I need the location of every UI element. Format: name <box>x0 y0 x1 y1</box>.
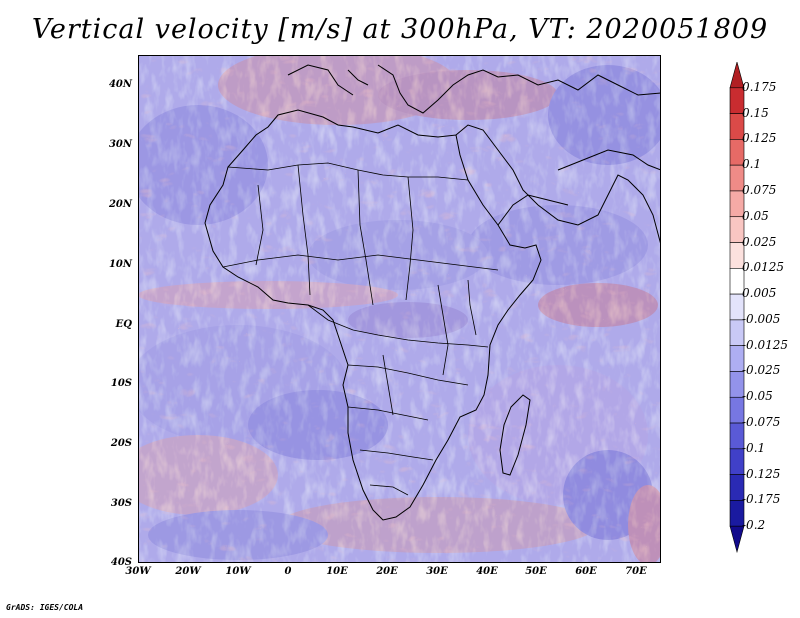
lon-label-30w: 30W <box>125 566 151 577</box>
colorbar-label: 0.005 <box>742 286 777 301</box>
colorbar-label: 0.0125 <box>742 260 784 275</box>
colorbar-label: 0.075 <box>742 182 777 197</box>
map-panel <box>138 55 661 563</box>
colorbar-label: -0.0125 <box>742 337 789 352</box>
lon-label-10e: 10E <box>326 566 348 577</box>
colorbar-label: 0.15 <box>742 105 769 120</box>
colorbar-label: 0.05 <box>742 208 769 223</box>
colorbar-label: 0.025 <box>742 234 777 249</box>
lat-label-30n: 30N <box>108 139 132 150</box>
lon-label-70e: 70E <box>625 566 647 577</box>
colorbar-label: -0.05 <box>742 389 773 404</box>
lat-label-10s: 10S <box>110 378 132 389</box>
lon-label-20e: 20E <box>376 566 398 577</box>
lat-label-20n: 20N <box>108 199 132 210</box>
grads-credit: GrADS: IGES/COLA <box>6 603 84 612</box>
country-borders <box>222 162 499 496</box>
lon-label-0: 0 <box>284 566 292 577</box>
colorbar-label: 0.125 <box>742 131 777 146</box>
lat-label-40s: 40S <box>110 557 132 568</box>
lat-label-10n: 10N <box>108 259 132 270</box>
colorbar-label: -0.025 <box>742 363 781 378</box>
convective-texture <box>138 55 661 563</box>
lat-label-20s: 20S <box>110 438 132 449</box>
colorbar-label: -0.175 <box>742 492 781 507</box>
lat-label-eq: EQ <box>115 319 132 330</box>
colorbar-label: -0.125 <box>742 466 781 481</box>
colorbar-label: -0.2 <box>742 518 766 533</box>
lon-label-50e: 50E <box>525 566 547 577</box>
lon-label-30e: 30E <box>426 566 448 577</box>
lon-label-40e: 40E <box>476 566 498 577</box>
colorbar-bin <box>729 525 745 554</box>
colorbar-label: 0.1 <box>742 157 762 172</box>
lon-label-60e: 60E <box>575 566 597 577</box>
lon-label-10w: 10W <box>225 566 251 577</box>
map-title: Vertical velocity [m/s] at 300hPa, VT: 2… <box>31 14 769 45</box>
colorbar-label: -0.005 <box>742 311 781 326</box>
colorbar <box>729 62 745 554</box>
lat-label-40n: 40N <box>108 79 132 90</box>
lon-label-20w: 20W <box>175 566 201 577</box>
colorbar-label: -0.075 <box>742 415 781 430</box>
coastlines <box>204 64 661 521</box>
colorbar-label: 0.175 <box>742 79 777 94</box>
lat-label-30s: 30S <box>110 498 132 509</box>
colorbar-label: -0.1 <box>742 440 766 455</box>
vertical-velocity-map <box>138 55 661 563</box>
